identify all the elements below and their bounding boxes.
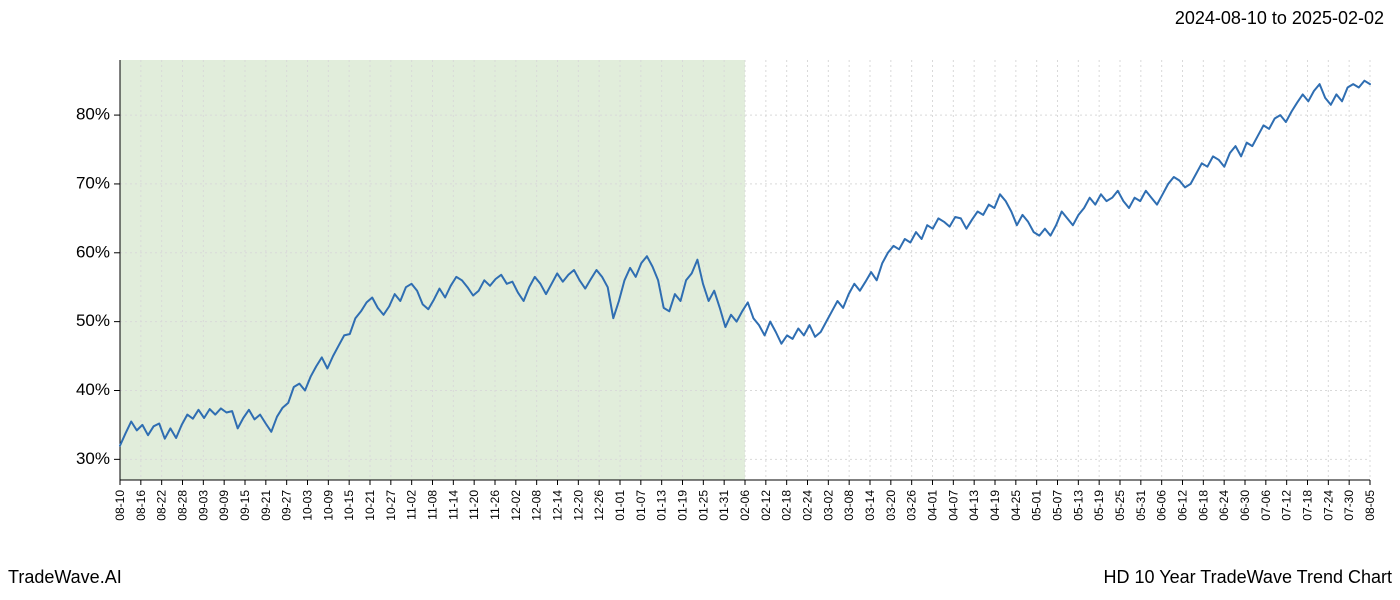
x-tick-label: 07-30	[1342, 490, 1356, 521]
x-tick-label: 12-08	[530, 490, 544, 521]
y-tick-label: 30%	[76, 449, 110, 468]
x-tick-label: 05-01	[1030, 490, 1044, 521]
x-tick-label: 11-14	[446, 490, 460, 520]
x-tick-label: 02-24	[801, 490, 815, 521]
x-tick-label: 08-10	[113, 490, 127, 521]
x-tick-label: 05-19	[1092, 490, 1106, 521]
x-tick-label: 03-08	[842, 490, 856, 521]
x-tick-label: 10-27	[384, 490, 398, 521]
x-tick-label: 05-25	[1113, 490, 1127, 521]
x-tick-label: 03-20	[884, 490, 898, 521]
x-tick-label: 04-25	[1009, 490, 1023, 521]
x-tick-label: 04-19	[988, 490, 1002, 521]
y-tick-label: 40%	[76, 380, 110, 399]
x-tick-label: 12-20	[571, 490, 585, 521]
x-tick-label: 09-15	[238, 490, 252, 521]
x-tick-label: 01-19	[676, 490, 690, 521]
x-tick-label: 01-25	[696, 490, 710, 521]
x-tick-label: 12-02	[509, 490, 523, 521]
x-tick-label: 11-02	[405, 490, 419, 520]
x-tick-label: 04-07	[946, 490, 960, 521]
y-tick-label: 60%	[76, 242, 110, 261]
x-tick-label: 07-06	[1259, 490, 1273, 521]
chart-subtitle: HD 10 Year TradeWave Trend Chart	[1104, 567, 1392, 588]
x-tick-label: 09-09	[217, 490, 231, 521]
x-tick-label: 08-22	[155, 490, 169, 521]
x-tick-label: 01-07	[634, 490, 648, 521]
x-tick-label: 09-21	[259, 490, 273, 521]
x-tick-label: 03-02	[821, 490, 835, 521]
x-tick-label: 07-24	[1321, 490, 1335, 521]
x-tick-label: 11-08	[426, 490, 440, 520]
x-tick-label: 02-18	[780, 490, 794, 521]
x-tick-label: 11-20	[467, 490, 481, 520]
x-tick-label: 10-15	[342, 490, 356, 521]
x-tick-label: 11-26	[488, 490, 502, 520]
x-tick-label: 10-03	[301, 490, 315, 521]
x-tick-label: 02-06	[738, 490, 752, 521]
x-tick-label: 03-14	[863, 490, 877, 521]
x-tick-label: 12-14	[551, 490, 565, 521]
x-tick-label: 09-03	[196, 490, 210, 521]
x-tick-label: 10-09	[321, 490, 335, 521]
x-tick-label: 09-27	[280, 490, 294, 521]
x-tick-label: 04-13	[967, 490, 981, 521]
chart-svg: 30% 40% 50% 60% 70% 80% 08-10 08-16 08-22 08-28 09…	[60, 50, 1380, 530]
x-tick-label: 01-01	[613, 490, 627, 521]
x-tick-label: 06-30	[1238, 490, 1252, 521]
x-tick-label: 01-31	[717, 490, 731, 521]
x-tick-label: 06-06	[1155, 490, 1169, 521]
x-tick-label: 02-12	[759, 490, 773, 521]
x-tick-label: 08-05	[1363, 490, 1377, 521]
x-tick-label: 08-16	[134, 490, 148, 521]
x-tick-label: 12-26	[592, 490, 606, 521]
y-tick-label: 50%	[76, 311, 110, 330]
brand-label: TradeWave.AI	[8, 567, 122, 588]
x-tick-label: 05-31	[1134, 490, 1148, 521]
trend-chart: 30% 40% 50% 60% 70% 80% 08-10 08-16 08-22 08-28 09…	[60, 50, 1380, 530]
x-tick-label: 06-24	[1217, 490, 1231, 521]
x-tick-label: 05-13	[1071, 490, 1085, 521]
x-tick-label: 07-18	[1301, 490, 1315, 521]
x-tick-label: 06-18	[1196, 490, 1210, 521]
x-tick-label: 10-21	[363, 490, 377, 521]
x-tick-label: 01-13	[655, 490, 669, 521]
y-tick-label: 80%	[76, 105, 110, 124]
x-tick-label: 03-26	[905, 490, 919, 521]
y-tick-label: 70%	[76, 173, 110, 192]
x-tick-label: 04-01	[926, 490, 940, 521]
x-tick-label: 08-28	[176, 490, 190, 521]
x-tick-label: 07-12	[1280, 490, 1294, 521]
date-range-header: 2024-08-10 to 2025-02-02	[1175, 8, 1384, 29]
x-tick-label: 06-12	[1176, 490, 1190, 521]
x-tick-label: 05-07	[1051, 490, 1065, 521]
